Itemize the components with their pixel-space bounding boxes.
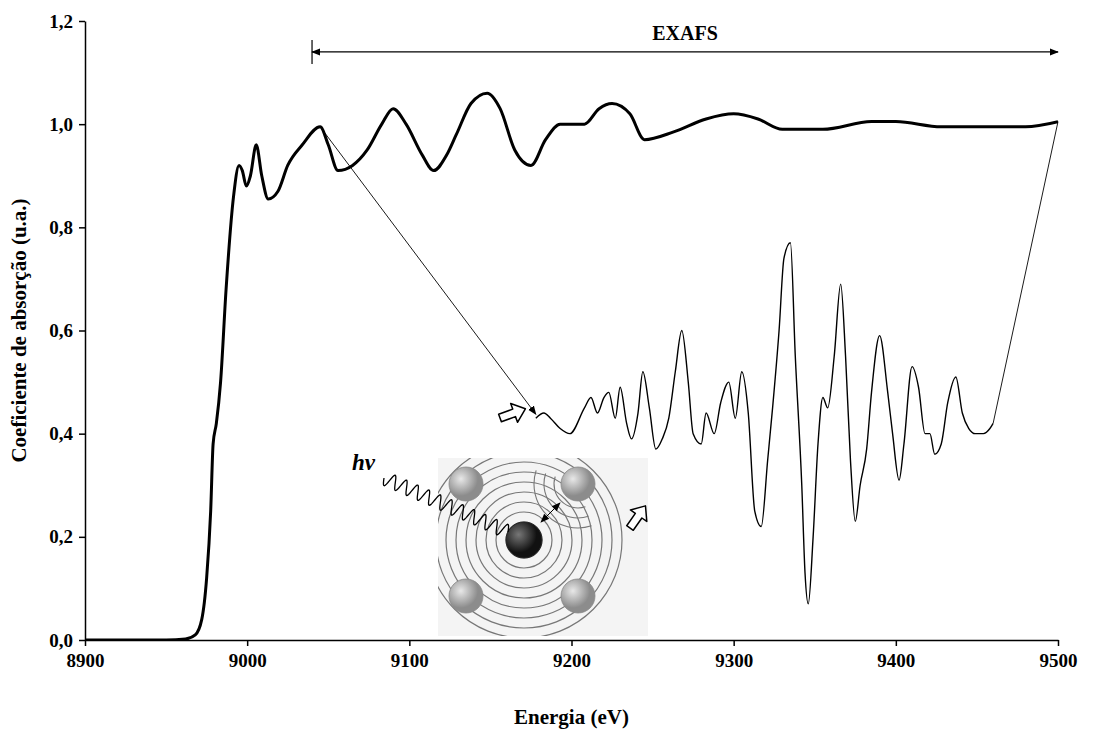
wave-ring [438, 458, 622, 636]
absorbing-atom [506, 522, 542, 558]
x-tick-mark [571, 640, 573, 646]
y-tick-label: 1,2 [49, 11, 73, 32]
wave-ring [486, 502, 562, 578]
y-tick: 0,0 [49, 630, 85, 651]
x-tick: 9000 [229, 640, 267, 671]
neighbour-atom [449, 579, 483, 613]
x-tick: 9100 [391, 640, 429, 671]
x-tick-mark [247, 640, 249, 646]
y-axis: 0,0 0,2 0,4 0,6 0,8 1,0 1,2 [49, 11, 85, 651]
exafs-label: EXAFS [652, 22, 718, 44]
scattered-arrow [622, 500, 654, 534]
x-axis: 8900 9000 9100 9200 9300 9400 9500 [67, 640, 1078, 671]
x-tick: 9300 [715, 640, 753, 671]
exafs-range-arrow [312, 51, 1058, 52]
x-tick: 9400 [877, 640, 915, 671]
exafs-start-mark [311, 40, 312, 64]
x-tick-label: 9300 [715, 650, 753, 671]
wave-ring [438, 458, 612, 628]
y-tick: 0,6 [49, 320, 85, 341]
y-tick-label: 1,0 [49, 114, 73, 135]
y-tick-mark [79, 227, 85, 229]
wave-ring [466, 482, 582, 598]
x-tick-mark [1058, 640, 1060, 646]
wave-ring [476, 492, 572, 588]
diagram-background [438, 458, 648, 636]
plot-area [85, 93, 1058, 640]
y-tick-mark [79, 330, 85, 332]
wave-ring [506, 522, 542, 558]
x-tick: 9200 [553, 640, 591, 671]
x-tick-label: 9100 [391, 650, 429, 671]
x-tick-label: 9200 [553, 650, 591, 671]
y-tick: 1,2 [49, 11, 85, 32]
x-axis-title: Energia (eV) [514, 705, 629, 729]
photon-wave [383, 475, 508, 535]
x-tick-label: 9500 [1040, 650, 1078, 671]
wave-ring [446, 462, 602, 618]
chart: 8900 9000 9100 9200 9300 9400 9500 0,0 0,2 0,4 0,6… [0, 0, 1095, 740]
y-tick-mark [79, 124, 85, 126]
y-tick: 0,2 [49, 526, 85, 547]
x-tick-mark [896, 640, 898, 646]
y-tick-mark [79, 640, 85, 642]
x-tick-mark [733, 640, 735, 646]
leader-line [320, 127, 536, 414]
emitted-arrow [497, 399, 529, 427]
x-tick-label: 8900 [67, 650, 105, 671]
wave-ring [496, 512, 552, 568]
x-tick-label: 9000 [229, 650, 267, 671]
y-axis-title: Coeficiente de absorção (u.a.) [7, 198, 31, 462]
x-tick-label: 9400 [877, 650, 915, 671]
y-tick-label: 0,4 [49, 423, 73, 444]
y-tick: 0,4 [49, 423, 85, 444]
distance-arrow [541, 503, 560, 522]
neighbour-atom [449, 467, 483, 501]
photon-label: hν [352, 450, 376, 475]
neighbour-atom [561, 579, 595, 613]
exafs-oscillation-line [536, 243, 993, 604]
x-tick-mark [409, 640, 411, 646]
y-tick-mark [79, 21, 85, 23]
y-tick-mark [79, 433, 85, 435]
y-tick-mark [79, 537, 85, 539]
leader-line [993, 122, 1058, 424]
absorption-line [85, 93, 1058, 640]
y-tick-label: 0,2 [49, 526, 73, 547]
y-tick-label: 0,8 [49, 217, 73, 238]
y-tick-label: 0,0 [49, 630, 73, 651]
scattering-diagram: hν [352, 399, 654, 638]
y-tick: 1,0 [49, 114, 85, 135]
y-tick-label: 0,6 [49, 320, 73, 341]
x-tick: 9500 [1040, 640, 1078, 671]
y-tick: 0,8 [49, 217, 85, 238]
wave-rings [438, 458, 622, 636]
neighbour-atom [561, 467, 595, 501]
